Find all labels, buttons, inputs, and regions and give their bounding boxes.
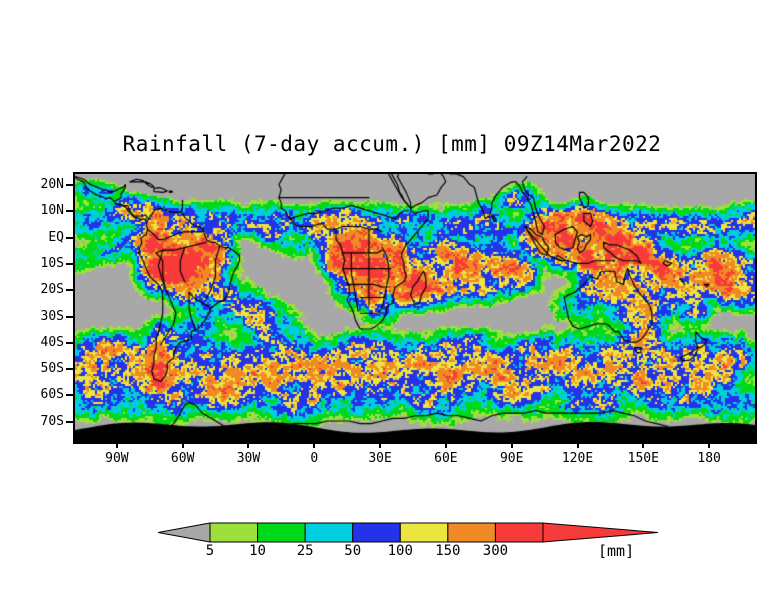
colorbar-tick-label: 25: [296, 543, 314, 559]
colorbar-swatch: [257, 522, 306, 543]
colorbar-swatch: [494, 522, 544, 543]
y-axis-tick-label: 10S: [40, 255, 64, 271]
y-axis-tick-label: 40S: [40, 334, 64, 350]
x-axis-tick-label: 60W: [170, 451, 195, 466]
colorbar-tick-label: 10: [249, 543, 266, 559]
x-axis-tick-mark: [313, 442, 316, 448]
y-axis-tick-label: 10N: [40, 203, 64, 219]
y-axis-tick-label: 50S: [40, 361, 64, 377]
y-axis-tick-mark: [66, 420, 73, 423]
colorbar-unit-label: [mm]: [598, 542, 635, 560]
x-axis-tick-mark: [379, 442, 382, 448]
y-axis-tick-label: 30S: [40, 308, 64, 324]
y-axis-tick-label: 20S: [40, 282, 64, 298]
y-axis-tick-mark: [66, 315, 73, 318]
x-axis-tick-mark: [708, 442, 711, 448]
colorbar-swatch: [352, 522, 401, 543]
y-axis-tick-mark: [66, 289, 73, 292]
colorbar-swatches: [158, 522, 658, 543]
y-axis-tick-mark: [66, 262, 73, 265]
y-axis-tick-mark: [66, 184, 73, 187]
colorbar-tick-label: 150: [435, 543, 461, 559]
y-axis-tick-mark: [66, 341, 73, 344]
y-axis-tick-mark: [66, 236, 73, 239]
x-axis-tick-label: 60E: [434, 451, 458, 466]
x-axis-tick-mark: [115, 442, 118, 448]
colorbar-tick-label: 100: [387, 543, 413, 559]
colorbar-swatch: [304, 522, 354, 543]
x-axis-tick-mark: [444, 442, 447, 448]
y-axis-tick-label: 20N: [40, 177, 64, 193]
x-axis-tick-label: 150E: [627, 451, 659, 466]
colorbar-swatch: [209, 522, 259, 543]
x-axis-tick-mark: [642, 442, 645, 448]
x-axis-tick-label: 0: [310, 451, 319, 466]
x-axis-tick-label: 30W: [236, 451, 261, 466]
y-axis-tick-mark: [66, 210, 73, 213]
x-axis-tick-label: 30E: [368, 451, 392, 466]
colorbar-under-arrow: [158, 522, 211, 543]
x-axis-tick-mark: [181, 442, 184, 448]
colorbar-swatch: [399, 522, 449, 543]
page-title: Rainfall (7-day accum.) [mm] 09Z14Mar202…: [122, 132, 662, 156]
colorbar: 5 10 25 50 100 150 300 [mm]: [158, 521, 658, 567]
colorbar-tick-label: 50: [344, 543, 362, 559]
rainfall-heatmap: [75, 174, 755, 442]
colorbar-tick-label: 300: [482, 543, 509, 559]
y-axis-tick-mark: [66, 368, 73, 371]
x-axis-tick-label: 120E: [561, 451, 594, 466]
y-axis-tick-label: EQ: [48, 229, 64, 245]
x-axis-tick-label: 90W: [105, 451, 129, 466]
colorbar-over-arrow: [542, 522, 658, 543]
colorbar-swatch: [447, 522, 496, 543]
y-axis-tick-label: 70S: [40, 413, 64, 429]
y-axis-tick-mark: [66, 394, 73, 397]
x-axis-tick-label: 90E: [499, 451, 524, 466]
x-axis-tick-mark: [576, 442, 579, 448]
x-axis-tick-label: 180: [697, 451, 721, 466]
x-axis-tick-mark: [510, 442, 513, 448]
map-plot-area: [73, 172, 757, 444]
x-axis-tick-mark: [247, 442, 250, 448]
colorbar-tick-label: 5: [205, 543, 215, 559]
y-axis-tick-label: 60S: [40, 387, 64, 403]
